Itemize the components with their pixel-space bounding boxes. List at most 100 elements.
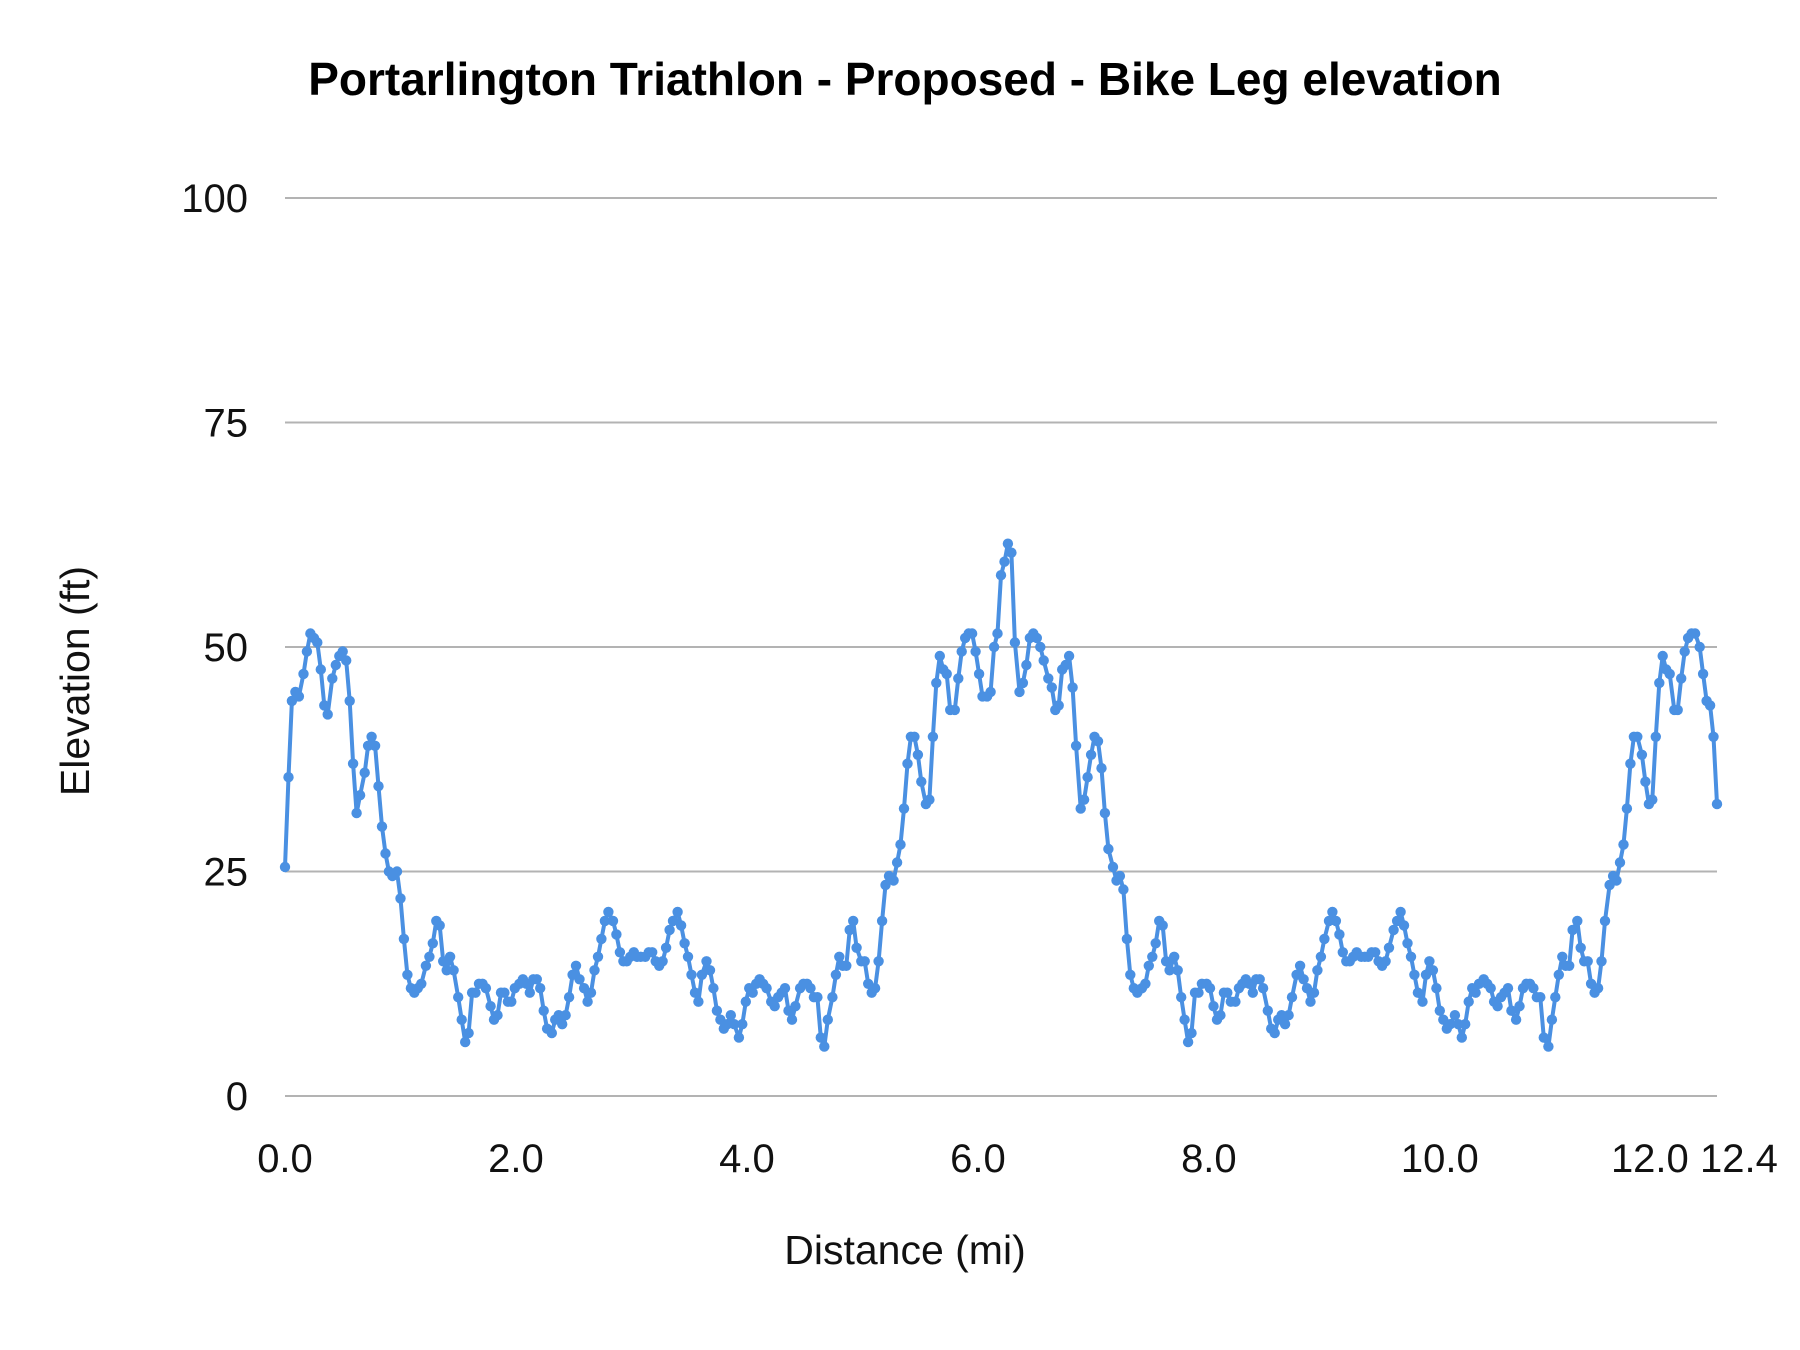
data-point bbox=[499, 987, 510, 998]
data-point bbox=[359, 767, 370, 778]
data-point bbox=[1078, 794, 1090, 805]
data-point bbox=[916, 776, 927, 787]
data-point bbox=[1550, 992, 1561, 1003]
data-point bbox=[851, 942, 862, 953]
data-point bbox=[1305, 996, 1316, 1007]
data-point bbox=[1176, 992, 1187, 1003]
data-point bbox=[701, 956, 712, 967]
data-point bbox=[1470, 987, 1481, 998]
data-point bbox=[347, 758, 359, 769]
data-point bbox=[1164, 965, 1175, 976]
data-point bbox=[995, 570, 1007, 581]
data-point bbox=[1279, 1018, 1291, 1030]
data-point bbox=[463, 1027, 474, 1039]
data-point bbox=[1247, 987, 1259, 998]
data-point bbox=[999, 556, 1010, 567]
data-point bbox=[341, 655, 352, 666]
data-point bbox=[876, 915, 888, 927]
data-point bbox=[327, 673, 338, 684]
data-point bbox=[1085, 749, 1097, 760]
data-point bbox=[1060, 659, 1071, 671]
data-point bbox=[1009, 637, 1021, 648]
data-point bbox=[1215, 1010, 1226, 1021]
data-point bbox=[844, 924, 855, 936]
data-point bbox=[988, 641, 1000, 653]
data-point bbox=[531, 974, 542, 985]
data-point bbox=[693, 996, 704, 1007]
data-point bbox=[298, 668, 309, 680]
data-point bbox=[859, 956, 870, 967]
data-point bbox=[1697, 668, 1709, 680]
data-point bbox=[596, 933, 607, 945]
data-point bbox=[570, 960, 582, 971]
x-tick-label: 10.0 bbox=[1401, 1137, 1479, 1181]
data-point bbox=[924, 794, 935, 805]
data-point bbox=[1140, 978, 1151, 989]
data-point bbox=[1632, 731, 1643, 742]
data-point bbox=[985, 686, 996, 698]
data-point bbox=[1157, 920, 1168, 931]
data-point bbox=[1254, 974, 1265, 985]
data-point bbox=[1002, 538, 1014, 549]
data-point bbox=[812, 992, 823, 1003]
data-point bbox=[1647, 794, 1658, 805]
data-point bbox=[1395, 906, 1406, 918]
data-point bbox=[1082, 772, 1093, 783]
data-point bbox=[1409, 969, 1420, 980]
y-axis-title: Elevation (ft) bbox=[52, 566, 98, 796]
data-point bbox=[322, 709, 333, 720]
data-point bbox=[563, 992, 575, 1003]
data-point bbox=[927, 731, 939, 742]
data-point bbox=[696, 969, 708, 980]
data-point bbox=[1172, 965, 1183, 976]
data-point bbox=[1014, 686, 1025, 698]
data-point bbox=[1492, 1001, 1503, 1012]
data-point bbox=[560, 1010, 571, 1021]
data-point bbox=[315, 664, 326, 675]
data-point bbox=[1315, 951, 1327, 962]
data-point bbox=[301, 646, 313, 657]
data-point bbox=[1402, 938, 1413, 949]
data-point bbox=[1405, 951, 1417, 962]
data-point bbox=[953, 673, 964, 684]
data-point bbox=[402, 969, 413, 980]
data-point bbox=[366, 731, 377, 742]
data-point bbox=[589, 965, 600, 976]
data-point bbox=[949, 704, 960, 716]
data-point bbox=[369, 740, 381, 751]
data-point bbox=[672, 906, 683, 918]
data-point bbox=[675, 920, 687, 931]
data-point bbox=[524, 987, 535, 998]
data-point bbox=[312, 637, 323, 648]
data-point bbox=[1557, 951, 1568, 962]
data-point bbox=[1592, 983, 1604, 994]
data-point bbox=[1096, 763, 1107, 774]
data-point bbox=[1431, 983, 1442, 994]
data-point bbox=[1679, 646, 1690, 657]
data-point bbox=[1553, 969, 1565, 980]
data-point bbox=[1485, 983, 1496, 994]
data-point bbox=[1257, 983, 1269, 994]
data-point bbox=[1640, 776, 1651, 787]
data-point bbox=[704, 965, 716, 976]
data-point bbox=[822, 1014, 833, 1025]
data-point bbox=[1388, 924, 1399, 936]
data-point bbox=[1689, 628, 1701, 639]
data-point bbox=[898, 803, 910, 814]
data-point bbox=[337, 646, 348, 657]
data-point bbox=[779, 983, 791, 994]
data-point bbox=[1370, 947, 1381, 958]
data-point bbox=[1575, 942, 1586, 953]
data-point bbox=[1186, 1027, 1197, 1039]
data-point bbox=[660, 942, 672, 953]
data-point bbox=[279, 861, 291, 873]
data-point bbox=[607, 915, 619, 927]
data-point bbox=[1711, 798, 1723, 810]
data-point bbox=[1283, 1010, 1294, 1021]
data-point bbox=[1053, 700, 1064, 711]
data-point bbox=[1046, 682, 1058, 693]
data-point bbox=[1337, 947, 1349, 958]
data-point bbox=[492, 1010, 503, 1021]
data-point bbox=[1535, 992, 1546, 1003]
data-point bbox=[380, 848, 391, 859]
